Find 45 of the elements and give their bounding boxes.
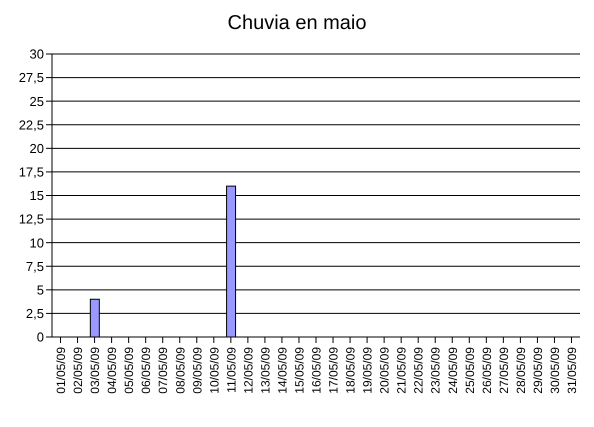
x-tick-label: 25/05/09 <box>462 346 477 394</box>
x-tick-label: 07/05/09 <box>156 346 170 394</box>
x-tick-label: 10/05/09 <box>207 346 222 394</box>
x-tick-label: 20/05/09 <box>378 346 392 394</box>
x-tick-label: 24/05/09 <box>446 346 460 394</box>
x-tick-label: 30/05/09 <box>548 346 562 394</box>
x-tick-label: 13/05/09 <box>258 346 272 394</box>
x-tick-label: 06/05/09 <box>139 346 154 394</box>
x-tick-label: 02/05/09 <box>71 346 86 394</box>
y-tick-label: 2,5 <box>26 306 44 322</box>
x-tick-label: 15/05/09 <box>292 346 306 394</box>
x-tick-label: 05/05/09 <box>122 346 136 394</box>
x-tick-label: 21/05/09 <box>394 346 409 394</box>
y-tick-label: 20 <box>30 140 44 156</box>
x-tick-label: 03/05/09 <box>88 346 102 394</box>
x-tick-label: 31/05/09 <box>565 346 580 394</box>
y-tick-label: 27,5 <box>18 70 44 86</box>
y-tick-label: 25 <box>30 94 44 109</box>
y-tick-label: 15 <box>30 188 44 204</box>
x-tick-label: 11/05/09 <box>224 346 238 393</box>
x-tick-label: 22/05/09 <box>412 346 426 394</box>
y-tick-label: 7,5 <box>26 258 44 274</box>
x-tick-label: 27/05/09 <box>496 346 511 394</box>
y-tick-label: 22,5 <box>18 117 44 132</box>
x-tick-label: 28/05/09 <box>514 346 528 394</box>
y-tick-label: 12,5 <box>18 212 44 227</box>
y-tick-label: 17,5 <box>18 164 44 180</box>
x-tick-label: 09/05/09 <box>190 346 204 394</box>
x-tick-label: 16/05/09 <box>310 346 324 394</box>
chart-title: Chuvia en maio <box>226 11 368 36</box>
x-tick-label: 01/05/09 <box>54 346 68 394</box>
x-tick-label: 29/05/09 <box>530 346 545 394</box>
y-tick-label: 5 <box>36 282 44 298</box>
y-tick-label: 30 <box>30 46 44 62</box>
x-tick-label: 04/05/09 <box>105 346 120 394</box>
x-tick-label: 23/05/09 <box>428 346 443 394</box>
x-tick-label: 26/05/09 <box>480 346 494 394</box>
x-tick-label: 19/05/09 <box>360 346 375 394</box>
x-tick-label: 08/05/09 <box>173 346 188 394</box>
x-tick-label: 12/05/09 <box>241 346 256 394</box>
y-tick-label: 0 <box>36 330 44 345</box>
y-tick-label: 10 <box>30 235 44 250</box>
x-tick-label: 14/05/09 <box>275 346 290 394</box>
x-tick-label: 18/05/09 <box>344 346 358 394</box>
x-tick-label: 17/05/09 <box>326 346 341 394</box>
